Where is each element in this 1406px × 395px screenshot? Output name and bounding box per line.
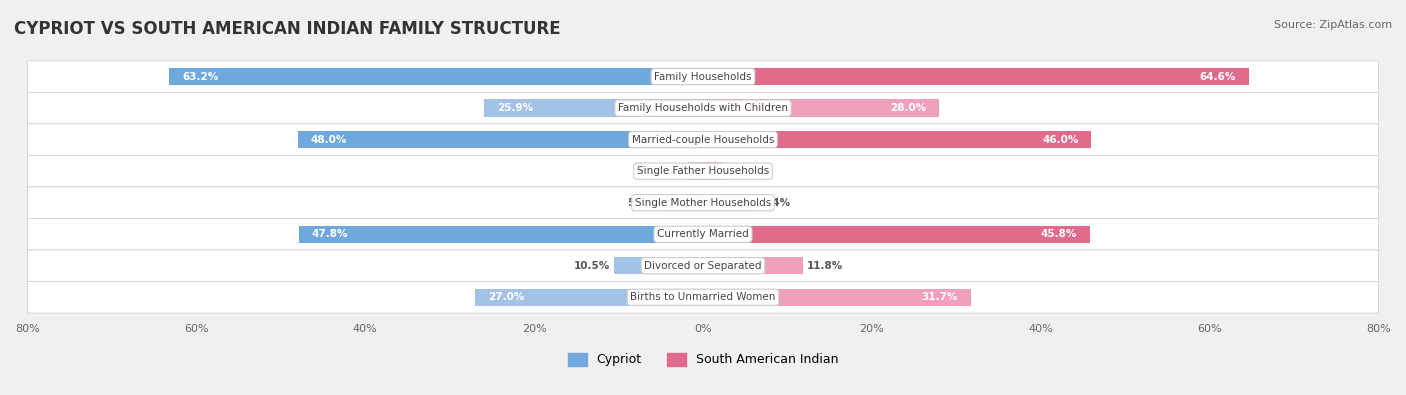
Bar <box>703 100 939 117</box>
Bar <box>659 194 703 211</box>
Text: Currently Married: Currently Married <box>657 229 749 239</box>
Bar <box>475 289 703 306</box>
Text: 28.0%: 28.0% <box>890 103 927 113</box>
Text: 47.8%: 47.8% <box>312 229 349 239</box>
Bar <box>703 162 723 180</box>
Text: 64.6%: 64.6% <box>1199 71 1236 82</box>
Bar <box>298 131 703 148</box>
Text: 10.5%: 10.5% <box>574 261 610 271</box>
Bar <box>703 131 1091 148</box>
Text: 48.0%: 48.0% <box>311 135 347 145</box>
Legend: Cypriot, South American Indian: Cypriot, South American Indian <box>562 348 844 371</box>
Text: 25.9%: 25.9% <box>496 103 533 113</box>
Bar <box>703 68 1249 85</box>
Text: Family Households with Children: Family Households with Children <box>619 103 787 113</box>
Bar <box>484 100 703 117</box>
FancyBboxPatch shape <box>27 124 1379 155</box>
Text: 27.0%: 27.0% <box>488 292 524 302</box>
Text: Family Households: Family Households <box>654 71 752 82</box>
Bar <box>703 289 970 306</box>
Text: Single Mother Households: Single Mother Households <box>636 198 770 208</box>
FancyBboxPatch shape <box>27 92 1379 124</box>
Text: 6.4%: 6.4% <box>761 198 790 208</box>
FancyBboxPatch shape <box>27 218 1379 250</box>
Text: 5.1%: 5.1% <box>627 198 655 208</box>
Text: Single Father Households: Single Father Households <box>637 166 769 176</box>
FancyBboxPatch shape <box>27 61 1379 92</box>
FancyBboxPatch shape <box>27 155 1379 187</box>
FancyBboxPatch shape <box>27 282 1379 313</box>
Bar <box>299 226 703 243</box>
Bar <box>614 257 703 275</box>
Bar <box>169 68 703 85</box>
Text: 46.0%: 46.0% <box>1042 135 1078 145</box>
FancyBboxPatch shape <box>27 250 1379 282</box>
Text: Divorced or Separated: Divorced or Separated <box>644 261 762 271</box>
Text: 63.2%: 63.2% <box>181 71 218 82</box>
Text: Source: ZipAtlas.com: Source: ZipAtlas.com <box>1274 20 1392 30</box>
Text: Married-couple Households: Married-couple Households <box>631 135 775 145</box>
Bar <box>703 194 756 211</box>
Text: 31.7%: 31.7% <box>922 292 957 302</box>
Bar <box>688 162 703 180</box>
Bar <box>703 226 1090 243</box>
Text: Births to Unmarried Women: Births to Unmarried Women <box>630 292 776 302</box>
Text: 1.8%: 1.8% <box>655 166 683 176</box>
Bar <box>703 257 803 275</box>
Text: 11.8%: 11.8% <box>807 261 844 271</box>
Text: CYPRIOT VS SOUTH AMERICAN INDIAN FAMILY STRUCTURE: CYPRIOT VS SOUTH AMERICAN INDIAN FAMILY … <box>14 20 561 38</box>
Text: 45.8%: 45.8% <box>1040 229 1077 239</box>
FancyBboxPatch shape <box>27 187 1379 218</box>
Text: 2.3%: 2.3% <box>727 166 755 176</box>
